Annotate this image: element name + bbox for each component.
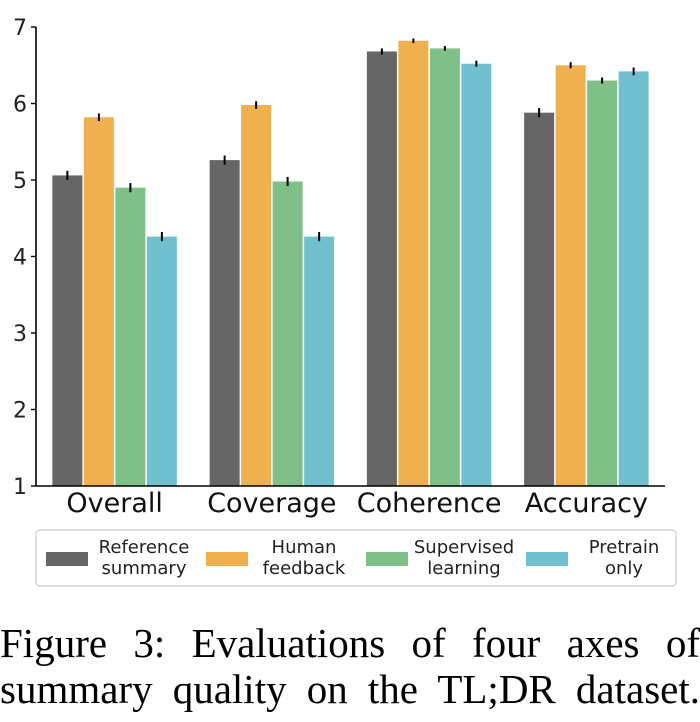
bar [461, 63, 492, 486]
bar [241, 105, 272, 486]
y-tick-label: 1 [13, 475, 27, 500]
y-tick-label: 7 [13, 16, 27, 41]
legend-label: Supervised [414, 537, 514, 558]
legend-label: Pretrain [589, 537, 660, 558]
y-tick-label: 5 [13, 169, 27, 194]
bar [398, 40, 429, 487]
legend-label: Reference [99, 537, 190, 558]
bar [587, 80, 618, 487]
bar [209, 160, 240, 487]
legend-swatch [46, 552, 88, 566]
y-tick-label: 4 [13, 246, 27, 271]
legend-swatch [366, 552, 408, 566]
y-tick-label: 3 [13, 322, 27, 347]
bar [555, 65, 586, 486]
legend-label: Human [272, 537, 337, 558]
caption-line-1: Figure 3: Evaluations of four axes of [0, 620, 700, 666]
bar [304, 236, 335, 486]
bars-layer [52, 40, 649, 487]
x-tick-label: Coverage [207, 488, 336, 519]
bar [429, 48, 460, 487]
legend-label: only [605, 558, 643, 579]
bar [146, 236, 177, 486]
legend-label: learning [427, 558, 500, 579]
legend-box [35, 529, 677, 587]
bar [272, 181, 303, 486]
y-axis-ticks: 1 2 3 4 5 6 7 [13, 16, 36, 500]
legend-label: feedback [263, 558, 346, 579]
x-axis-category-labels: Overall Coverage Coherence Accuracy [66, 488, 648, 519]
x-tick-label: Accuracy [525, 488, 648, 519]
x-tick-label: Overall [66, 488, 163, 519]
bar [52, 175, 83, 486]
bar [524, 112, 555, 487]
figure-caption: Figure 3: Evaluations of four axes of su… [0, 620, 700, 712]
legend-swatch [526, 552, 568, 566]
bar [366, 51, 397, 486]
bar [115, 187, 146, 486]
bar [618, 71, 649, 487]
legend-swatch [206, 552, 248, 566]
y-tick-label: 2 [13, 399, 27, 424]
bar-chart: 1 2 3 4 5 6 7 Overall Coverage Coherence Accuracy… [13, 16, 677, 587]
bar [83, 117, 114, 487]
legend-label: summary [102, 558, 187, 579]
x-tick-label: Coherence [357, 488, 502, 519]
error-bars-layer [66, 38, 635, 242]
y-tick-label: 6 [13, 93, 27, 118]
caption-line-2: summary quality on the TL;DR dataset. [0, 666, 700, 712]
